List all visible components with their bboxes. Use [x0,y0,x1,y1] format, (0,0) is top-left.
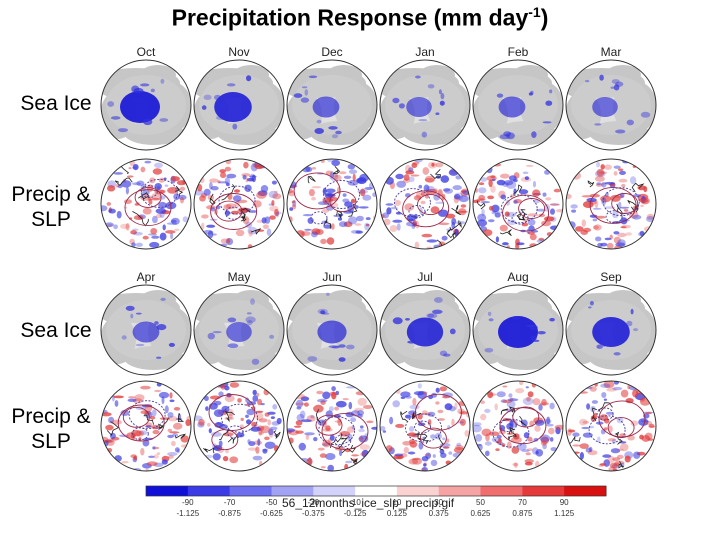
sea-ice-map [286,284,378,376]
row-label-precip-slp-top: Precip & SLP [2,182,100,232]
map-panel-grid: Oct Nov Dec Jan Feb Mar Apr May Jun Jul Aug Sep [100,45,657,472]
month-label: Mar [601,45,622,59]
month-label: Jun [322,270,341,284]
row-label-sea-ice-top: Sea Ice [8,91,104,116]
month-label: Nov [228,45,249,59]
row-label-text: SLP [31,208,71,231]
month-label: Sep [600,270,622,284]
month-label: Jan [415,45,434,59]
month-label: Jul [417,270,432,284]
month-label: Oct [137,45,156,59]
row-label-precip-slp-bottom: Precip & SLP [2,404,100,454]
row-label-text: Sea Ice [20,319,92,342]
sea-ice-map [379,59,471,151]
row-label-text: Precip & [11,183,91,206]
sea-ice-map [100,59,192,151]
precip-slp-map [565,158,657,250]
title-suffix: ) [540,4,549,31]
filename-caption: 56_12months_ice_slp_precip.gif [282,496,455,510]
precip-slp-map [100,380,192,472]
sea-ice-map [193,284,285,376]
figure-title: Precipitation Response (mm day-1) [0,4,720,32]
month-label: Apr [137,270,156,284]
precip-slp-map [472,380,564,472]
precip-slp-map [100,158,192,250]
row-label-sea-ice-bottom: Sea Ice [8,318,104,343]
title-superscript: -1 [528,4,541,20]
sea-ice-map [379,284,471,376]
precip-slp-map [286,158,378,250]
title-text: Precipitation Response (mm day [171,4,529,31]
month-label: May [228,270,251,284]
row-label-text: Sea Ice [20,92,92,115]
precip-slp-map [565,380,657,472]
precip-slp-map [379,158,471,250]
row-label-text: Precip & [11,405,91,428]
sea-ice-map [100,284,192,376]
sea-ice-map [193,59,285,151]
row-label-text: SLP [31,430,71,453]
sea-ice-map [472,284,564,376]
precip-slp-map [193,380,285,472]
sea-ice-map [565,59,657,151]
precip-slp-map [286,380,378,472]
month-label: Aug [507,270,528,284]
sea-ice-map [565,284,657,376]
month-label: Dec [321,45,342,59]
month-label: Feb [508,45,529,59]
precip-slp-map [379,380,471,472]
sea-ice-map [472,59,564,151]
sea-ice-map [286,59,378,151]
precip-slp-map [193,158,285,250]
precip-slp-map [472,158,564,250]
